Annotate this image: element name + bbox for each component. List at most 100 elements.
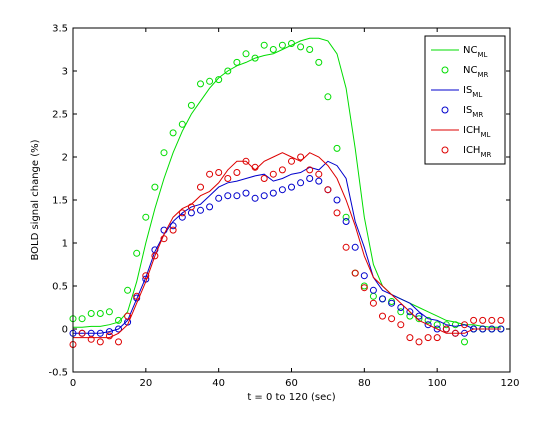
x-tick-label: 0 [70, 378, 76, 389]
data-point [142, 213, 150, 221]
data-point [388, 315, 396, 323]
data-point [269, 170, 277, 178]
data-point [424, 316, 432, 324]
data-point [160, 149, 168, 157]
legend-label: ISML [463, 85, 482, 99]
data-point [151, 252, 159, 260]
data-point [105, 308, 113, 316]
x-tick-label: 60 [285, 378, 298, 389]
data-point [278, 186, 286, 194]
data-point [315, 58, 323, 66]
data-point [351, 243, 359, 251]
x-tick-label: 80 [358, 378, 371, 389]
data-point [224, 192, 232, 200]
data-point [260, 41, 268, 49]
data-point [142, 272, 150, 280]
legend-label-subscript: MR [472, 111, 483, 119]
legend-label: NCMR [463, 65, 489, 79]
series-ich-ml [73, 152, 501, 339]
data-point [297, 153, 305, 161]
data-point [315, 170, 323, 178]
y-tick-label: 3 [62, 67, 68, 78]
data-point [151, 183, 159, 191]
data-point [360, 284, 368, 292]
legend-marker-swatch [441, 106, 449, 114]
legend-label-subscript: ML [477, 51, 487, 59]
series-is-ml [73, 160, 501, 334]
legend-label-name: ICH [463, 125, 480, 136]
data-point [433, 325, 441, 333]
data-point [288, 157, 295, 165]
data-point [442, 325, 450, 333]
data-point [242, 157, 250, 165]
legend-label: ISMR [463, 105, 483, 119]
legend-entry: ISML [431, 85, 482, 99]
data-point [115, 316, 122, 324]
data-point [442, 321, 450, 329]
data-point [133, 249, 141, 257]
data-point [369, 299, 377, 307]
data-point [178, 213, 186, 221]
data-point [124, 286, 132, 294]
data-point [388, 299, 396, 307]
data-point [470, 316, 478, 324]
legend-label: ICHML [463, 125, 490, 139]
data-point [379, 312, 386, 320]
data-point [233, 192, 241, 200]
data-point [96, 329, 104, 337]
data-point [451, 329, 459, 337]
data-point [87, 335, 95, 343]
legend-box [424, 35, 506, 165]
y-tick-label: 2.5 [52, 110, 68, 121]
data-point [297, 43, 305, 51]
data-point [215, 76, 223, 84]
y-tick-label: 1.5 [52, 196, 68, 207]
data-point [260, 175, 268, 182]
series-line [73, 152, 501, 339]
data-point [315, 177, 323, 185]
data-point [233, 58, 241, 66]
legend-entry: ICHMR [441, 145, 491, 159]
data-point [479, 316, 487, 324]
y-tick-label: 0 [62, 325, 68, 336]
data-point [415, 312, 423, 320]
data-point [160, 235, 168, 243]
data-point [169, 226, 177, 234]
data-point [306, 175, 314, 182]
data-point [197, 80, 204, 88]
data-point [397, 304, 405, 311]
data-point [424, 334, 432, 342]
legend-label: ICHMR [463, 145, 491, 159]
y-tick-label: 2 [62, 153, 68, 164]
series-ich-mr [69, 153, 505, 348]
data-point [433, 321, 441, 329]
data-point [451, 321, 459, 329]
data-point [269, 189, 277, 197]
data-point [415, 338, 423, 346]
data-point [333, 209, 341, 217]
data-point [333, 144, 341, 152]
data-point [324, 186, 332, 194]
data-point [406, 308, 414, 316]
legend-label-name: IS [463, 85, 472, 96]
legend-entry: NCMR [441, 65, 489, 79]
data-point [260, 192, 268, 200]
data-point [424, 321, 432, 329]
data-point [324, 93, 332, 101]
data-point [242, 50, 250, 58]
y-tick-label: 3.5 [52, 24, 68, 35]
data-point [197, 183, 204, 191]
data-point [197, 206, 204, 214]
legend-marker-swatch [441, 146, 449, 154]
legend-label: NCML [463, 45, 488, 59]
legend-label-subscript: MR [477, 71, 488, 79]
ticks-layer: 0 20 40 60 80 100 120-0.500.511.522.533.5 [48, 24, 519, 390]
data-point [379, 295, 386, 303]
data-point [306, 166, 314, 174]
data-point [206, 203, 214, 211]
data-point [178, 120, 186, 128]
data-point [87, 310, 95, 317]
x-axis-label: t = 0 to 120 (sec) [247, 392, 335, 403]
